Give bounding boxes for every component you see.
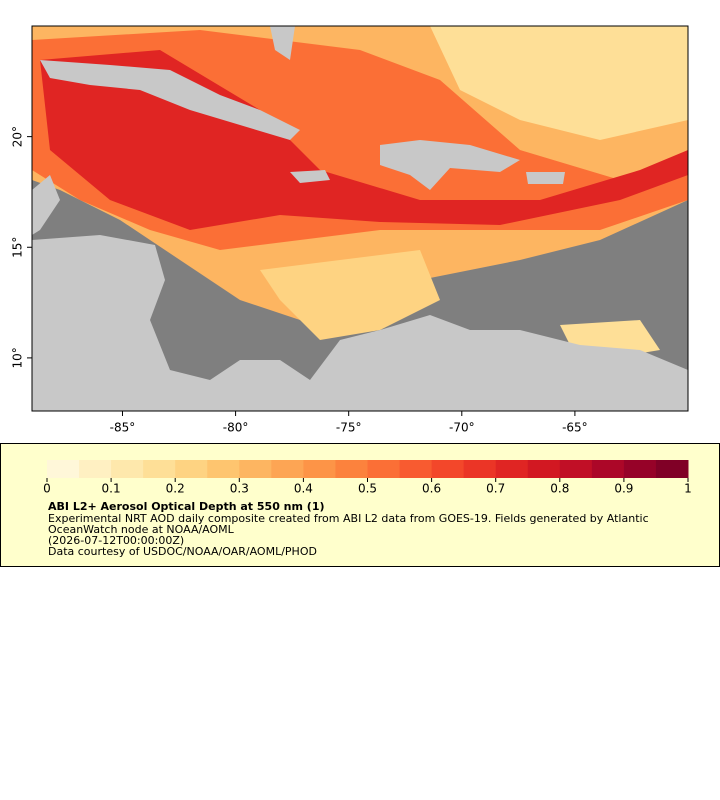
colorbar-segment <box>655 460 689 478</box>
legend-title: ABI L2+ Aerosol Optical Depth at 550 nm … <box>48 500 325 513</box>
land-central-south-america <box>32 235 688 411</box>
colorbar-segment <box>527 460 561 478</box>
map-frame <box>31 25 689 412</box>
colorbar-segment <box>303 460 336 478</box>
land-hispaniola <box>380 140 520 190</box>
colorbar-segment <box>143 460 176 478</box>
colorbar: 0 0.1 0.2 0.3 0.4 0.5 0.6 0.7 0.8 0.9 1 <box>43 460 692 496</box>
map <box>31 25 689 412</box>
colorbar-tick-label: 0 <box>43 482 51 496</box>
colorbar-segment <box>207 460 240 478</box>
colorbar-segment <box>559 460 593 478</box>
legend-text: Data courtesy of USDOC/NOAA/OAR/AOML/PHO… <box>48 545 317 558</box>
legend-text: Experimental NRT AOD daily composite cre… <box>48 512 649 525</box>
colorbar-segment <box>335 460 368 478</box>
aerosol-field <box>260 250 440 340</box>
land-cuba <box>40 60 300 140</box>
land-florida <box>270 26 295 60</box>
colorbar-segment <box>591 460 625 478</box>
x-tick-label: -75° <box>336 421 362 435</box>
colorbar-segment <box>239 460 272 478</box>
colorbar-tick-label: 0.1 <box>102 482 121 496</box>
colorbar-segment <box>79 460 112 478</box>
colorbar-segment <box>47 460 80 478</box>
colorbar-tick-label: 0.9 <box>614 482 633 496</box>
colorbar-tick-label: 0.7 <box>486 482 505 496</box>
y-tick-label: 15° <box>11 237 25 258</box>
x-tick-label: -70° <box>449 421 475 435</box>
axes: -85° -80° -75° -70° -65° 10° 15° 20° <box>11 126 588 435</box>
colorbar-segment <box>495 460 529 478</box>
y-tick-label: 10° <box>11 347 25 368</box>
colorbar-segment <box>431 460 465 478</box>
colorbar-tick-label: 0.8 <box>550 482 569 496</box>
legend-text: OceanWatch node at NOAA/AOML <box>48 523 235 536</box>
colorbar-segment <box>175 460 208 478</box>
colorbar-segment <box>463 460 497 478</box>
colorbar-segment <box>111 460 144 478</box>
colorbar-tick-label: 0.3 <box>230 482 249 496</box>
x-tick-label: -80° <box>223 421 249 435</box>
colorbar-tick-label: 0.6 <box>422 482 441 496</box>
y-tick-label: 20° <box>11 126 25 147</box>
colorbar-segment <box>271 460 304 478</box>
x-tick-label: -85° <box>110 421 136 435</box>
x-tick-label: -65° <box>562 421 588 435</box>
colorbar-tick-label: 0.4 <box>294 482 313 496</box>
land-jamaica <box>290 170 330 183</box>
colorbar-segment <box>623 460 657 478</box>
aerosol-field <box>430 26 688 140</box>
land-yucatan <box>32 175 60 235</box>
legend-text: (2026-07-12T00:00:00Z) <box>48 534 184 547</box>
colorbar-tick-label: 0.5 <box>358 482 377 496</box>
colorbar-tick-label: 0.2 <box>166 482 185 496</box>
colorbar-tick-label: 1 <box>684 482 692 496</box>
colorbar-segment <box>399 460 433 478</box>
colorbar-segment <box>367 460 401 478</box>
land-puerto-rico <box>526 172 565 184</box>
